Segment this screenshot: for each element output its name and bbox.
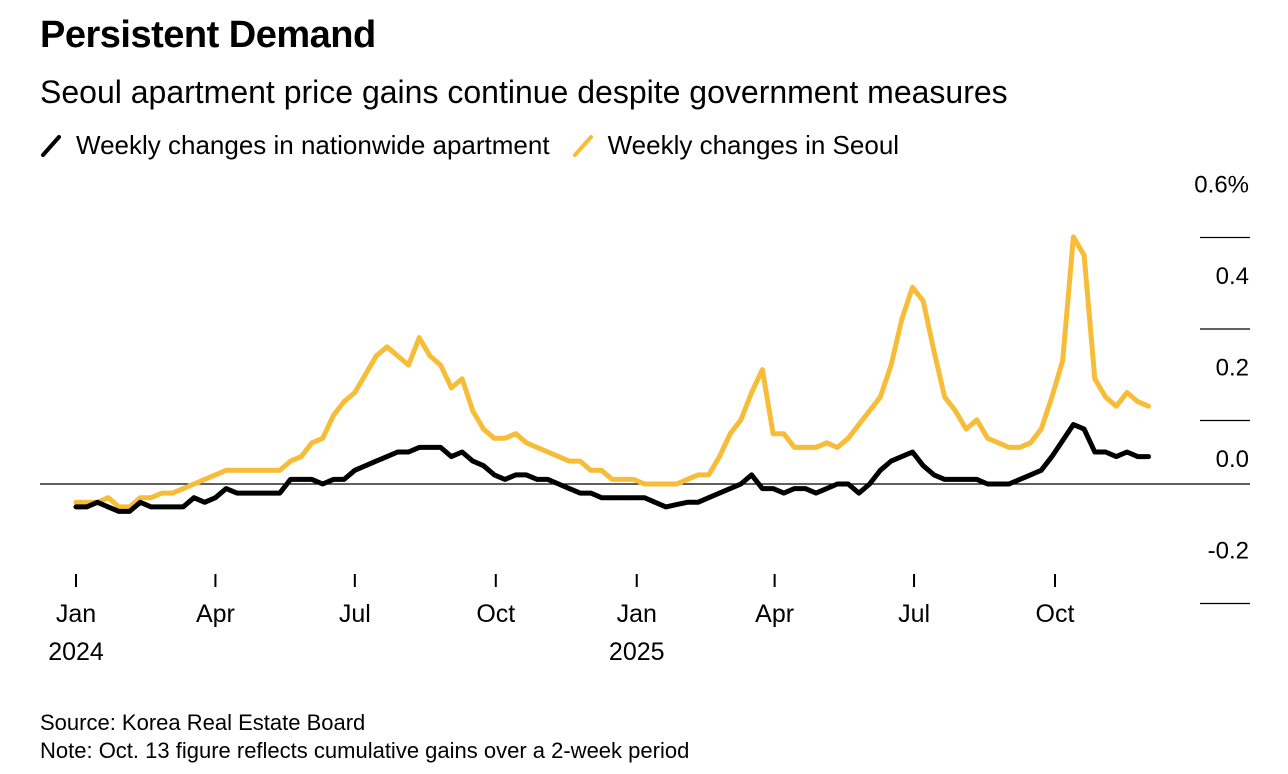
x-tick-label: Oct bbox=[476, 600, 515, 628]
x-tick-label: Oct bbox=[1036, 600, 1075, 628]
footnote: Note: Oct. 13 figure reflects cumulative… bbox=[40, 738, 690, 763]
y-tick-label: 0.2 bbox=[1216, 355, 1249, 382]
x-tick-year-label: 2025 bbox=[609, 638, 665, 666]
legend: Weekly changes in nationwide apartment W… bbox=[40, 130, 921, 161]
y-axis: 0.6% 0.4 0.2 0.0 -0.2 bbox=[40, 172, 1250, 605]
legend-item-nationwide: Weekly changes in nationwide apartment bbox=[40, 130, 550, 161]
legend-item-seoul: Weekly changes in Seoul bbox=[572, 130, 899, 161]
plot-lines bbox=[73, 234, 1151, 514]
x-tick-label: Jul bbox=[339, 600, 371, 628]
series-line-seoul bbox=[73, 234, 1151, 510]
y-tick-label: 0.6% bbox=[1194, 172, 1249, 199]
x-tick-label: Apr bbox=[755, 600, 794, 628]
y-tick-label: 0.4 bbox=[1216, 263, 1249, 290]
x-tick-year-label: 2024 bbox=[48, 638, 104, 666]
legend-label-nationwide: Weekly changes in nationwide apartment bbox=[76, 130, 550, 160]
x-tick-label: Apr bbox=[196, 600, 235, 628]
legend-label-seoul: Weekly changes in Seoul bbox=[607, 130, 900, 160]
legend-line-icon-nationwide bbox=[40, 134, 62, 158]
x-tick-label: Jan bbox=[617, 600, 657, 628]
series-line-nationwide bbox=[73, 422, 1151, 514]
chart-subtitle: Seoul apartment price gains continue des… bbox=[40, 74, 1008, 110]
x-tick-label: Jul bbox=[898, 600, 930, 628]
source-note: Source: Korea Real Estate Board bbox=[40, 710, 366, 735]
chart-title: Persistent Demand bbox=[40, 14, 376, 56]
x-axis: Jan 2024 Apr Jul Oct Jan 2025 Apr Jul Oct bbox=[48, 574, 1074, 666]
x-tick-label: Jan bbox=[56, 600, 96, 628]
legend-line-icon-seoul bbox=[572, 134, 594, 158]
y-tick-label: -0.2 bbox=[1208, 538, 1249, 565]
y-tick-label: 0.0 bbox=[1216, 446, 1249, 473]
